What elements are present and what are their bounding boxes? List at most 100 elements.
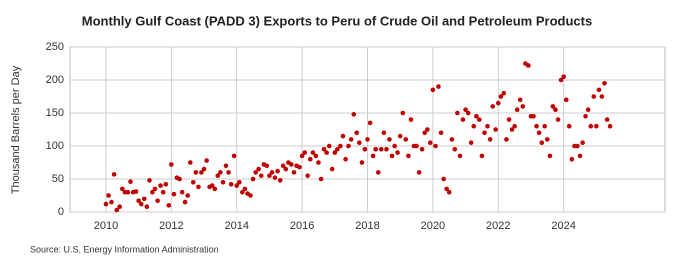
point <box>375 170 381 175</box>
point <box>575 143 580 149</box>
point <box>318 176 324 182</box>
point <box>591 94 597 99</box>
point <box>354 130 360 136</box>
point <box>218 170 223 175</box>
point <box>185 193 190 198</box>
point <box>289 162 294 167</box>
y-tick-label: 250 <box>46 41 64 53</box>
point <box>460 117 466 122</box>
point <box>111 172 117 177</box>
point <box>212 186 218 192</box>
point <box>520 104 526 109</box>
point <box>307 156 313 162</box>
point <box>291 170 297 175</box>
point <box>155 198 160 204</box>
point <box>199 170 204 175</box>
point <box>321 147 327 152</box>
point <box>226 170 231 175</box>
y-tick-label: 150 <box>46 107 64 119</box>
point <box>487 137 493 142</box>
point <box>389 153 395 159</box>
point <box>512 123 517 129</box>
point <box>378 147 384 152</box>
point <box>158 183 163 188</box>
point <box>594 123 599 129</box>
point <box>253 170 258 175</box>
point <box>171 191 177 197</box>
point <box>365 137 370 142</box>
point <box>602 81 607 86</box>
point <box>335 147 340 152</box>
point <box>468 140 474 145</box>
point <box>305 173 310 178</box>
point <box>201 166 207 172</box>
point <box>248 193 253 198</box>
point <box>223 163 229 169</box>
point <box>234 183 240 188</box>
point <box>128 179 133 184</box>
point <box>150 189 155 195</box>
point <box>414 143 419 149</box>
point <box>340 133 346 139</box>
point <box>326 143 332 149</box>
x-tick-label: 2010 <box>94 220 118 232</box>
point <box>144 204 150 210</box>
point <box>193 170 199 175</box>
point <box>280 163 286 169</box>
x-tick-label: 2014 <box>224 220 248 232</box>
point <box>419 147 425 152</box>
point <box>367 120 373 126</box>
y-axis-label: Thousand Barrels per Day <box>10 65 22 194</box>
x-tick-label: 2022 <box>486 220 510 232</box>
point <box>506 117 512 122</box>
point <box>267 173 272 178</box>
point <box>563 97 569 103</box>
point <box>403 137 409 142</box>
x-tick-label: 2018 <box>355 220 379 232</box>
point <box>177 176 182 182</box>
point <box>422 130 428 136</box>
point <box>138 201 144 207</box>
point <box>490 104 496 109</box>
point <box>400 110 406 116</box>
point <box>152 186 158 192</box>
point <box>256 166 261 172</box>
point <box>166 203 172 208</box>
point <box>536 130 542 136</box>
point <box>427 140 433 145</box>
point <box>599 94 605 99</box>
point <box>370 153 376 159</box>
point <box>408 117 414 122</box>
point <box>436 84 441 89</box>
point <box>395 150 400 155</box>
y-tick-label: 0 <box>58 206 64 218</box>
point <box>169 162 174 167</box>
point <box>569 156 575 162</box>
point <box>498 94 504 99</box>
point <box>555 117 561 122</box>
point <box>125 189 131 195</box>
point <box>550 104 556 109</box>
point <box>495 100 501 106</box>
point <box>351 112 357 117</box>
point <box>561 74 566 79</box>
point <box>566 123 572 129</box>
point <box>141 196 147 202</box>
point <box>583 114 588 119</box>
x-tick-label: 2016 <box>290 220 314 232</box>
point <box>392 143 397 149</box>
point <box>430 87 436 93</box>
point <box>438 130 444 136</box>
point <box>275 168 280 174</box>
point <box>474 114 479 119</box>
point <box>517 97 523 103</box>
point <box>182 199 188 205</box>
point <box>504 137 509 142</box>
point <box>190 180 196 185</box>
point <box>465 110 471 116</box>
point <box>477 117 482 122</box>
point <box>114 207 120 213</box>
point <box>531 114 536 119</box>
point <box>539 140 545 145</box>
